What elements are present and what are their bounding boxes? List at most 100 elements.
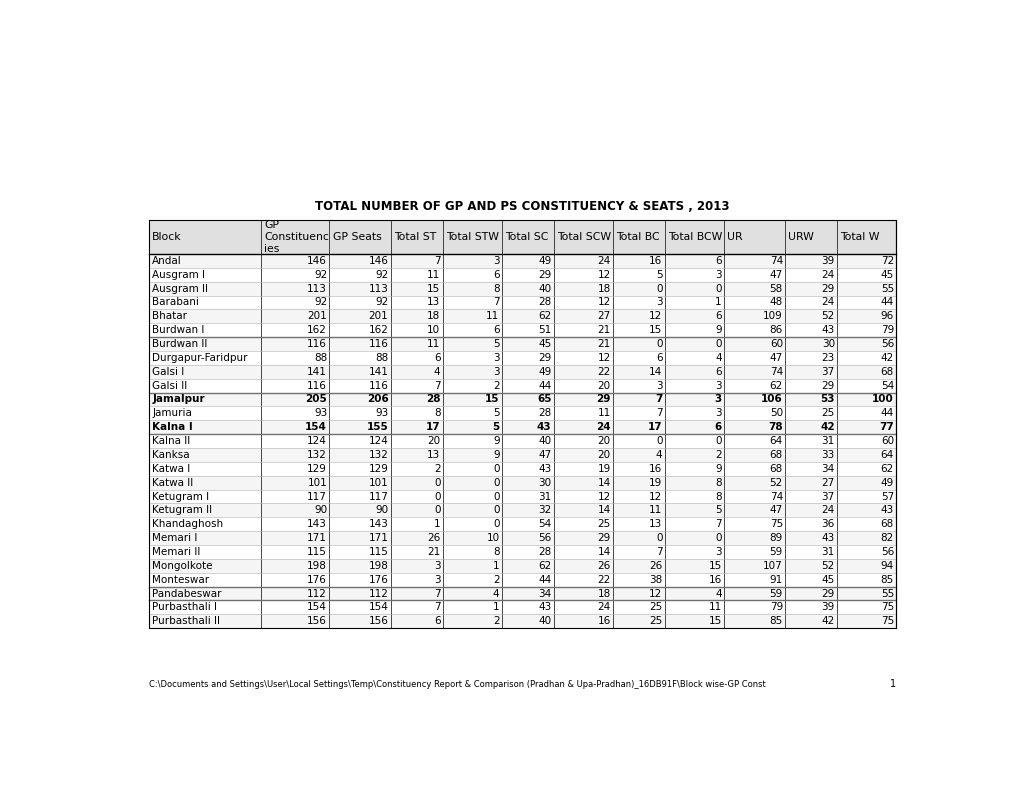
Text: 0: 0 (433, 492, 440, 501)
Text: 90: 90 (375, 505, 388, 515)
Text: 47: 47 (769, 269, 783, 280)
Text: 15: 15 (485, 395, 499, 404)
Bar (149, 504, 896, 517)
Text: 171: 171 (307, 533, 327, 543)
Bar (149, 220, 896, 628)
Text: 116: 116 (307, 339, 327, 349)
Text: 201: 201 (368, 311, 388, 322)
Text: 7: 7 (714, 519, 720, 530)
Text: 15: 15 (427, 284, 440, 294)
Text: 2: 2 (492, 381, 499, 391)
Text: 162: 162 (307, 325, 327, 335)
Text: 156: 156 (307, 616, 327, 626)
Text: 48: 48 (769, 297, 783, 307)
Text: 1: 1 (433, 519, 440, 530)
Text: Total BC: Total BC (615, 232, 659, 242)
Text: 42: 42 (879, 353, 893, 363)
Text: 24: 24 (820, 505, 834, 515)
Text: 6: 6 (492, 325, 499, 335)
Text: 3: 3 (655, 381, 661, 391)
Text: 12: 12 (649, 492, 661, 501)
Text: 11: 11 (486, 311, 499, 322)
Text: 25: 25 (597, 519, 610, 530)
Text: 5: 5 (714, 505, 720, 515)
Text: 16: 16 (649, 464, 661, 474)
Text: 11: 11 (427, 269, 440, 280)
Text: 1: 1 (492, 602, 499, 612)
Text: 10: 10 (486, 533, 499, 543)
Text: Burdwan I: Burdwan I (152, 325, 205, 335)
Text: 21: 21 (597, 325, 610, 335)
Text: 3: 3 (714, 547, 720, 557)
Text: 62: 62 (538, 561, 551, 571)
Text: 28: 28 (426, 395, 440, 404)
Text: 117: 117 (307, 492, 327, 501)
Bar (149, 254, 896, 268)
Text: 2: 2 (433, 464, 440, 474)
Text: 7: 7 (433, 602, 440, 612)
Text: 25: 25 (649, 602, 661, 612)
Text: 40: 40 (538, 284, 551, 294)
Text: 6: 6 (433, 353, 440, 363)
Text: 44: 44 (538, 574, 551, 585)
Text: 6: 6 (433, 616, 440, 626)
Text: 43: 43 (538, 464, 551, 474)
Text: 74: 74 (769, 256, 783, 266)
Text: 93: 93 (375, 408, 388, 418)
Text: 43: 43 (820, 325, 834, 335)
Text: Galsi II: Galsi II (152, 381, 187, 391)
Text: 74: 74 (769, 366, 783, 377)
Text: 49: 49 (538, 256, 551, 266)
Text: 109: 109 (762, 311, 783, 322)
Text: 24: 24 (595, 422, 610, 432)
Text: 31: 31 (820, 436, 834, 446)
Text: 47: 47 (538, 450, 551, 460)
Text: 90: 90 (314, 505, 327, 515)
Bar (149, 559, 896, 573)
Text: 205: 205 (305, 395, 327, 404)
Text: UR: UR (727, 232, 742, 242)
Text: 7: 7 (433, 589, 440, 599)
Text: 8: 8 (492, 547, 499, 557)
Text: 176: 176 (307, 574, 327, 585)
Text: 107: 107 (762, 561, 783, 571)
Text: 5: 5 (492, 422, 499, 432)
Bar (149, 531, 896, 545)
Text: 39: 39 (820, 602, 834, 612)
Bar (149, 392, 896, 407)
Text: 129: 129 (368, 464, 388, 474)
Text: Katwa II: Katwa II (152, 478, 194, 488)
Text: 2: 2 (492, 616, 499, 626)
Text: 15: 15 (649, 325, 661, 335)
Text: 38: 38 (649, 574, 661, 585)
Text: Burdwan II: Burdwan II (152, 339, 208, 349)
Text: Total ST: Total ST (393, 232, 436, 242)
Text: 65: 65 (536, 395, 551, 404)
Text: 28: 28 (538, 408, 551, 418)
Text: TOTAL NUMBER OF GP AND PS CONSTITUENCY & SEATS , 2013: TOTAL NUMBER OF GP AND PS CONSTITUENCY &… (315, 199, 730, 213)
Text: 75: 75 (769, 519, 783, 530)
Text: 27: 27 (597, 311, 610, 322)
Text: 45: 45 (538, 339, 551, 349)
Text: 24: 24 (820, 269, 834, 280)
Bar (149, 434, 896, 448)
Text: 5: 5 (655, 269, 661, 280)
Text: 96: 96 (879, 311, 893, 322)
Text: 22: 22 (597, 366, 610, 377)
Text: 52: 52 (820, 311, 834, 322)
Text: Kalna I: Kalna I (152, 422, 193, 432)
Text: Galsi I: Galsi I (152, 366, 184, 377)
Text: 49: 49 (538, 366, 551, 377)
Text: 17: 17 (425, 422, 440, 432)
Bar (149, 489, 896, 504)
Text: 13: 13 (427, 450, 440, 460)
Text: 0: 0 (492, 478, 499, 488)
Text: 11: 11 (427, 339, 440, 349)
Text: 154: 154 (368, 602, 388, 612)
Text: 30: 30 (821, 339, 834, 349)
Text: 11: 11 (707, 602, 720, 612)
Text: 3: 3 (492, 256, 499, 266)
Text: Ausgram I: Ausgram I (152, 269, 205, 280)
Text: 24: 24 (597, 602, 610, 612)
Text: 92: 92 (314, 297, 327, 307)
